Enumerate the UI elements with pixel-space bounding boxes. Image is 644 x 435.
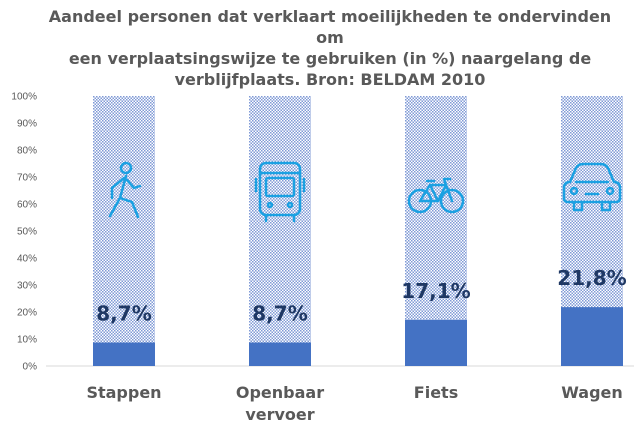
data-label: 17,1% — [401, 279, 470, 303]
value-bar — [249, 342, 311, 366]
chart-title: Aandeel personen dat verklaart moeilijkh… — [48, 7, 612, 89]
walking-person-icon — [108, 161, 142, 219]
category-label: Wagen — [561, 383, 623, 402]
icons — [108, 161, 622, 223]
category-label: Openbaar vervoer — [236, 383, 324, 424]
value-bar — [561, 307, 623, 366]
y-tick-label: 50% — [17, 227, 37, 238]
bicycle-icon — [407, 177, 465, 214]
bus-icon — [254, 161, 306, 223]
y-tick-label: 10% — [17, 335, 37, 346]
value-bar — [93, 342, 155, 366]
category-label: Fiets — [414, 383, 458, 402]
value-bar — [405, 319, 467, 366]
data-labels: 8,7% 8,7% 17,1% 21,8% — [96, 266, 626, 325]
y-tick-label: 60% — [17, 200, 37, 211]
bars — [93, 96, 623, 366]
data-label: 21,8% — [557, 266, 626, 290]
y-tick-label: 80% — [17, 146, 37, 157]
y-tick-label: 30% — [17, 281, 37, 292]
data-label: 8,7% — [96, 302, 151, 326]
background-bar — [249, 96, 311, 366]
y-tick-label: 90% — [17, 119, 37, 130]
y-tick-label: 0% — [23, 362, 38, 373]
car-icon — [562, 162, 622, 212]
background-bar — [93, 96, 155, 366]
y-tick-label: 70% — [17, 173, 37, 184]
y-tick-label: 40% — [17, 254, 37, 265]
category-label: Stappen — [86, 383, 161, 402]
data-label: 8,7% — [252, 302, 307, 326]
category-labels: Stappen Openbaar vervoer Fiets Wagen — [86, 383, 622, 424]
y-tick-label: 20% — [17, 308, 37, 319]
y-tick-label: 100% — [11, 92, 37, 103]
